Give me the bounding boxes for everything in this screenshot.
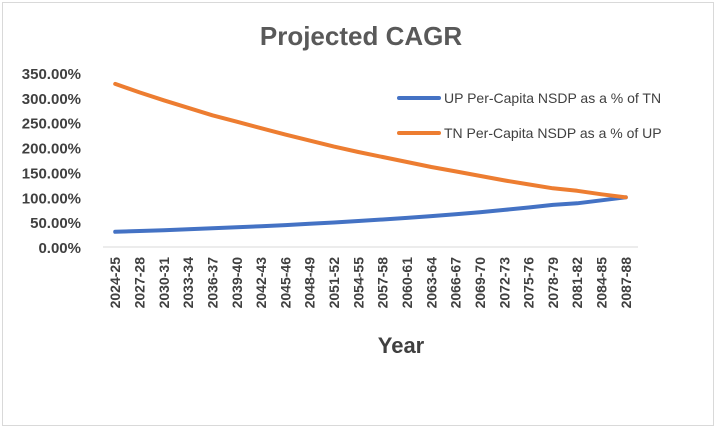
x-tick-label: 2078-79 bbox=[545, 257, 561, 309]
y-tick-label: 50.00% bbox=[30, 215, 81, 232]
data-point bbox=[551, 203, 555, 207]
data-point bbox=[259, 224, 263, 228]
data-point bbox=[478, 174, 482, 178]
data-point bbox=[259, 126, 263, 130]
x-tick-label: 2042-43 bbox=[253, 257, 269, 309]
data-point bbox=[235, 120, 239, 124]
data-point bbox=[308, 222, 312, 226]
data-point bbox=[113, 82, 117, 86]
data-point bbox=[186, 106, 190, 110]
x-axis-ticks: 2024-25 2027-28 2030-31 2033-34 2036-37 2039-… bbox=[107, 257, 634, 309]
y-tick-label: 200.00% bbox=[22, 141, 81, 158]
data-point bbox=[283, 223, 287, 227]
data-point bbox=[210, 226, 214, 230]
data-point bbox=[600, 198, 603, 202]
x-tick-label: 2075-76 bbox=[521, 257, 537, 309]
x-tick-label: 2027-28 bbox=[131, 257, 147, 309]
x-tick-label: 2054-55 bbox=[350, 257, 366, 309]
y-tick-label: 350.00% bbox=[22, 66, 81, 83]
data-point bbox=[138, 90, 141, 94]
y-tick-label: 100.00% bbox=[22, 190, 81, 207]
data-point bbox=[113, 230, 117, 234]
x-tick-label: 2072-73 bbox=[496, 257, 512, 309]
x-tick-label: 2045-46 bbox=[277, 257, 293, 309]
data-point bbox=[405, 216, 409, 220]
data-point bbox=[356, 150, 360, 154]
x-tick-label: 2063-64 bbox=[423, 257, 439, 309]
data-point bbox=[551, 186, 555, 190]
data-point bbox=[186, 227, 190, 231]
x-tick-label: 2084-85 bbox=[594, 257, 610, 309]
data-point bbox=[575, 189, 579, 193]
y-tick-label: 0.00% bbox=[38, 240, 81, 257]
x-tick-label: 2081-82 bbox=[569, 257, 585, 309]
series-line-2 bbox=[113, 81, 628, 200]
legend-label-2: TN Per-Capita NSDP as a % of UP bbox=[444, 125, 662, 141]
data-point bbox=[381, 218, 385, 221]
data-point bbox=[502, 178, 506, 182]
line-chart: Projected CAGR 0.00% 50.00% 100.00% 150.00%… bbox=[22, 21, 662, 358]
x-tick-label: 2048-49 bbox=[302, 257, 318, 309]
y-tick-label: 300.00% bbox=[22, 91, 81, 108]
data-point bbox=[429, 214, 433, 218]
chart-frame: Projected CAGR 0.00% 50.00% 100.00% 150.00%… bbox=[2, 2, 714, 426]
x-axis-title: Year bbox=[378, 333, 425, 358]
legend: UP Per-Capita NSDP as a % of TN TN Per-Ca… bbox=[397, 90, 662, 141]
data-point bbox=[162, 228, 166, 232]
y-axis-ticks: 0.00% 50.00% 100.00% 150.00% 200.00% 250.00% 3… bbox=[22, 66, 81, 257]
series-layer bbox=[113, 81, 628, 234]
data-point bbox=[308, 139, 312, 143]
data-point bbox=[575, 201, 579, 205]
x-tick-label: 2087-88 bbox=[618, 257, 634, 309]
x-tick-label: 2060-61 bbox=[399, 257, 415, 309]
data-point bbox=[356, 219, 360, 223]
x-tick-label: 2069-70 bbox=[472, 257, 488, 309]
data-point bbox=[527, 182, 531, 186]
data-point bbox=[162, 98, 166, 102]
x-tick-label: 2051-52 bbox=[326, 257, 342, 309]
x-tick-label: 2066-67 bbox=[448, 257, 464, 309]
data-point bbox=[502, 208, 506, 212]
series-line-1 bbox=[113, 195, 628, 234]
data-point bbox=[429, 165, 433, 169]
data-point bbox=[210, 113, 214, 117]
chart-title: Projected CAGR bbox=[260, 21, 462, 51]
data-point bbox=[454, 169, 458, 173]
x-tick-label: 2030-31 bbox=[156, 257, 172, 309]
data-point bbox=[624, 195, 628, 199]
data-point bbox=[332, 221, 336, 224]
x-tick-label: 2024-25 bbox=[107, 257, 123, 309]
data-point bbox=[332, 145, 336, 149]
y-tick-label: 250.00% bbox=[22, 116, 81, 133]
data-point bbox=[405, 160, 409, 164]
data-point bbox=[235, 225, 239, 229]
x-tick-label: 2036-37 bbox=[204, 257, 220, 309]
data-point bbox=[138, 229, 141, 233]
data-point bbox=[478, 210, 482, 214]
data-point bbox=[527, 206, 531, 209]
x-tick-label: 2057-58 bbox=[375, 257, 391, 309]
x-tick-label: 2033-34 bbox=[180, 257, 196, 309]
legend-label-1: UP Per-Capita NSDP as a % of TN bbox=[444, 90, 661, 106]
data-point bbox=[283, 133, 287, 137]
data-point bbox=[381, 155, 385, 159]
x-tick-label: 2039-40 bbox=[229, 257, 245, 309]
data-point bbox=[600, 192, 603, 196]
y-tick-label: 150.00% bbox=[22, 165, 81, 182]
data-point bbox=[454, 212, 458, 216]
